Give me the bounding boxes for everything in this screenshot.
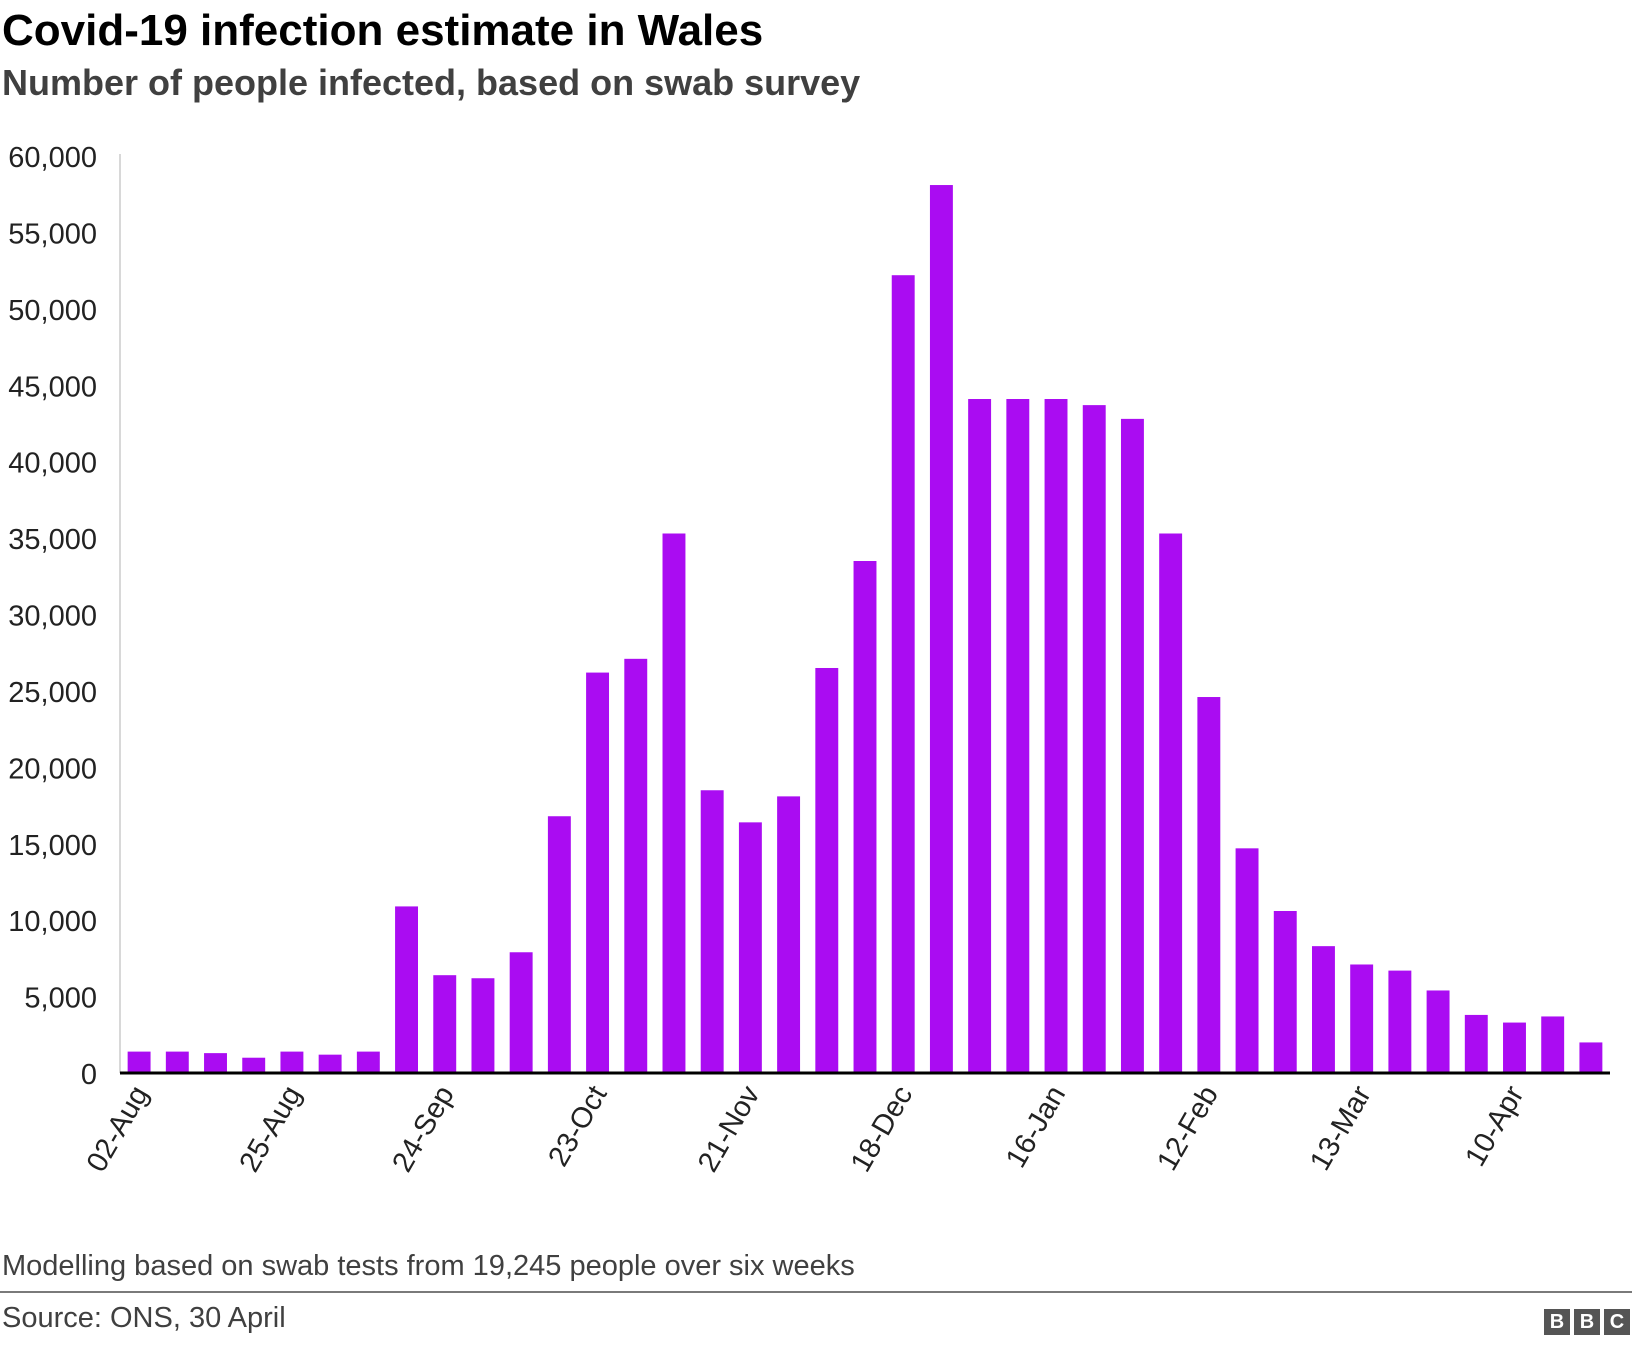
bar: [1120, 418, 1144, 1074]
y-tick-label: 60,000: [8, 142, 97, 174]
logo-letter-2: B: [1574, 1309, 1600, 1335]
chart-note: Modelling based on swab tests from 19,24…: [2, 1250, 855, 1282]
logo-letter-3: C: [1604, 1309, 1630, 1335]
bar: [395, 906, 418, 1073]
bar: [1082, 405, 1106, 1073]
bar: [204, 1053, 227, 1073]
y-tick-label: 40,000: [8, 448, 97, 480]
bar: [891, 275, 915, 1074]
bar: [1426, 990, 1450, 1073]
bar: [777, 796, 801, 1073]
bar: [1579, 1042, 1603, 1073]
bar: [1159, 533, 1183, 1073]
y-tick-label: 25,000: [8, 677, 97, 709]
bar: [929, 185, 953, 1073]
bar-series: [127, 185, 1603, 1074]
bar: [815, 667, 839, 1073]
bar: [1464, 1014, 1488, 1073]
logo-letter-1: B: [1544, 1309, 1570, 1335]
bar: [547, 816, 571, 1073]
bar: [1273, 910, 1297, 1073]
bar: [471, 978, 495, 1073]
bar: [1312, 946, 1335, 1073]
source-text: Source: ONS, 30 April: [2, 1302, 286, 1334]
y-tick-label: 45,000: [8, 371, 97, 403]
x-tick-label: 02-Aug: [81, 1081, 155, 1178]
chart-title: Covid-19 infection estimate in Wales: [2, 6, 764, 55]
x-tick-label: 12-Feb: [1151, 1081, 1225, 1177]
bar: [509, 952, 533, 1073]
bar: [586, 672, 610, 1073]
bar: [738, 822, 762, 1073]
y-tick-label: 35,000: [8, 524, 97, 556]
x-axis: 02-Aug 25-Aug 24-Sep 23-Oct 21-Nov 18-Dec 16-J…: [81, 1071, 1610, 1178]
bar: [1388, 970, 1412, 1073]
y-tick-label: 30,000: [8, 601, 97, 633]
x-tick-label: 21-Nov: [692, 1080, 767, 1177]
bar: [1044, 399, 1068, 1073]
x-tick-label: 23-Oct: [542, 1081, 613, 1172]
x-tick-label: 25-Aug: [234, 1081, 308, 1178]
bar: [1541, 1016, 1565, 1073]
y-tick-label: 15,000: [8, 830, 97, 862]
y-axis: 0 5,000 10,000 15,000 20,000 25,000 30,000 35,0…: [8, 142, 121, 1091]
y-tick-label: 0: [81, 1059, 97, 1091]
bar: [356, 1051, 380, 1073]
y-tick-label: 55,000: [8, 218, 97, 250]
x-tick-label: 13-Mar: [1304, 1080, 1378, 1176]
footer-divider: [0, 1291, 1632, 1293]
bar: [280, 1051, 304, 1073]
bar: [1350, 964, 1374, 1073]
x-tick-label: 10-Apr: [1459, 1080, 1530, 1172]
x-tick-label: 18-Dec: [845, 1081, 919, 1178]
bar: [1006, 399, 1030, 1073]
bar: [433, 975, 457, 1073]
bar: [127, 1051, 151, 1073]
bar: [853, 561, 877, 1073]
bar: [1503, 1022, 1526, 1073]
bar: [1197, 697, 1221, 1073]
y-tick-label: 50,000: [8, 295, 97, 327]
bbc-logo: B B C: [1544, 1309, 1630, 1335]
y-tick-label: 10,000: [8, 906, 97, 938]
bar-chart: 0 5,000 10,000 15,000 20,000 25,000 30,000 35,0…: [8, 142, 1610, 1178]
bar: [700, 790, 724, 1073]
bar: [624, 658, 648, 1073]
x-tick-label: 16-Jan: [1000, 1081, 1072, 1174]
chart-subtitle: Number of people infected, based on swab…: [2, 62, 861, 103]
bar: [242, 1057, 266, 1073]
bar: [662, 533, 686, 1073]
bar: [318, 1054, 342, 1073]
x-tick-label: 24-Sep: [386, 1081, 460, 1178]
bar: [165, 1051, 189, 1073]
bar: [1235, 848, 1259, 1073]
bar: [968, 399, 992, 1073]
y-tick-label: 20,000: [8, 753, 97, 785]
y-tick-label: 5,000: [24, 983, 97, 1015]
